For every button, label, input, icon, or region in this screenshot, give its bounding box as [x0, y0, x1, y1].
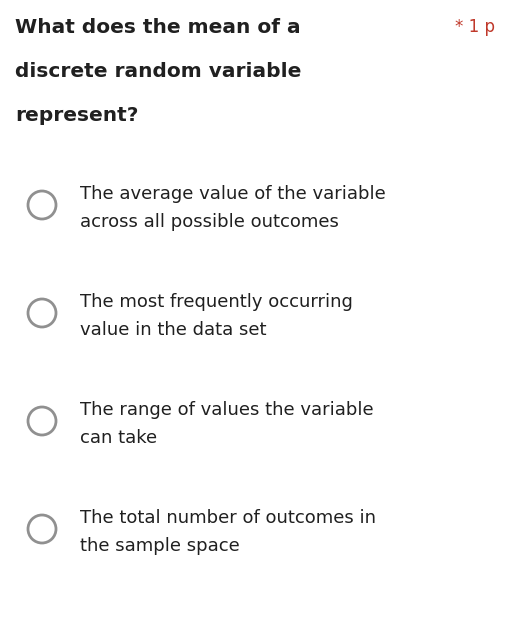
Text: across all possible outcomes: across all possible outcomes — [80, 213, 339, 231]
Text: discrete random variable: discrete random variable — [15, 62, 301, 81]
Text: The total number of outcomes in: The total number of outcomes in — [80, 509, 376, 527]
Text: The most frequently occurring: The most frequently occurring — [80, 293, 353, 311]
Text: can take: can take — [80, 429, 157, 447]
Text: value in the data set: value in the data set — [80, 321, 267, 339]
Text: represent?: represent? — [15, 106, 139, 125]
Text: The average value of the variable: The average value of the variable — [80, 185, 386, 203]
Text: The range of values the variable: The range of values the variable — [80, 401, 374, 419]
Text: What does the mean of a: What does the mean of a — [15, 18, 301, 37]
Text: * 1 p: * 1 p — [455, 18, 495, 36]
Text: the sample space: the sample space — [80, 537, 240, 555]
